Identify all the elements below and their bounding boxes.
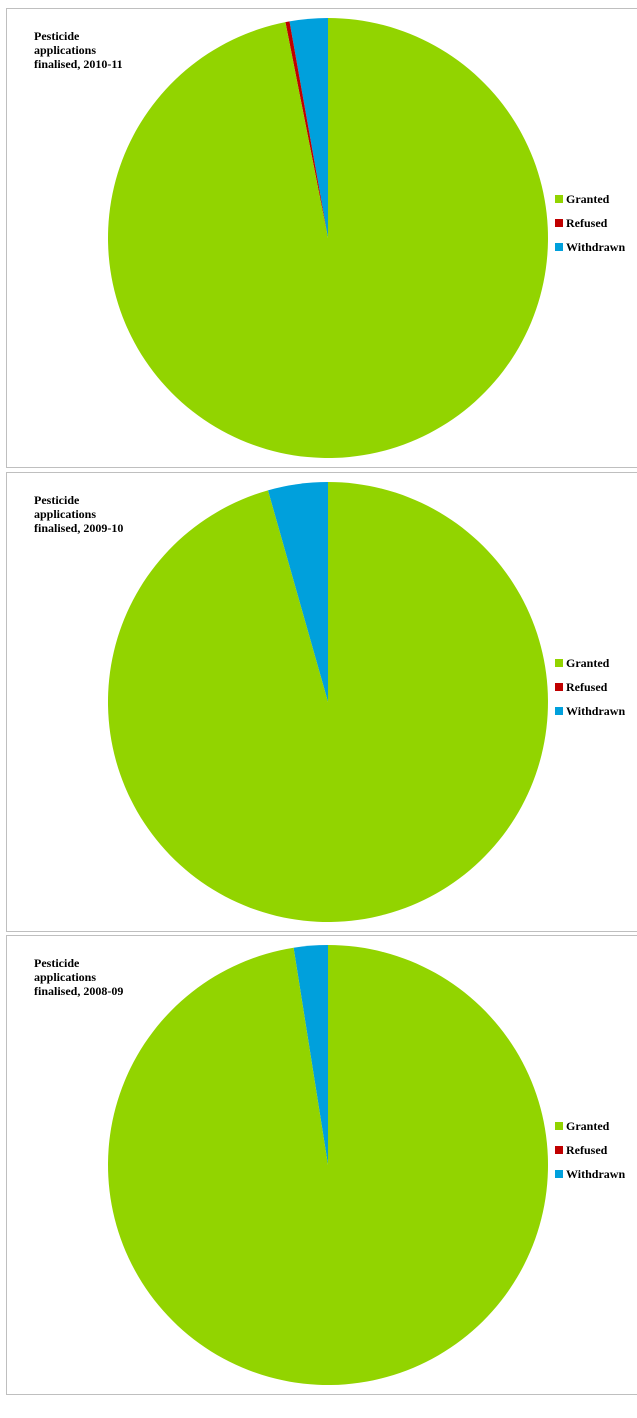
pie-chart-2010-11 xyxy=(108,18,549,459)
pie-slice-withdrawn xyxy=(289,18,328,238)
legend-label: Granted xyxy=(566,656,610,670)
legend-swatch-refused xyxy=(555,683,563,691)
legend-label: Withdrawn xyxy=(566,704,626,718)
chart-title-line: finalised, 2010-11 xyxy=(34,57,123,71)
legend-item-granted: Granted xyxy=(555,1118,625,1142)
pie-chart-2009-10 xyxy=(107,482,548,922)
pie-chart-2008-09 xyxy=(108,945,549,1385)
legend-item-withdrawn: Withdrawn xyxy=(555,239,625,263)
legend-label: Granted xyxy=(566,1119,610,1133)
chart-title: Pesticide applications finalised, 2008-0… xyxy=(34,956,184,998)
legend-item-granted: Granted xyxy=(555,655,625,679)
legend-swatch-refused xyxy=(555,219,563,227)
pie-slice-withdrawn xyxy=(293,945,328,1165)
chart-title-line: applications xyxy=(34,970,97,984)
legend-label: Refused xyxy=(566,1143,608,1157)
legend-swatch-granted xyxy=(555,195,563,203)
chart-legend: Granted Refused Withdrawn xyxy=(555,1118,625,1190)
chart-panel-2010-11: Pesticide applications finalised, 2010-1… xyxy=(6,8,637,468)
legend-label: Withdrawn xyxy=(566,1167,626,1181)
legend-label: Withdrawn xyxy=(566,240,626,254)
chart-title-line: Pesticide xyxy=(34,493,80,507)
chart-title: Pesticide applications finalised, 2010-1… xyxy=(34,29,184,71)
pie-slice-granted xyxy=(107,482,548,922)
chart-title-line: applications xyxy=(34,507,97,521)
legend-item-refused: Refused xyxy=(555,215,625,239)
legend-label: Refused xyxy=(566,216,608,230)
legend-swatch-withdrawn xyxy=(555,243,563,251)
legend-swatch-withdrawn xyxy=(555,1170,563,1178)
legend-label: Refused xyxy=(566,680,608,694)
legend-swatch-granted xyxy=(555,1122,563,1130)
legend-item-withdrawn: Withdrawn xyxy=(555,1166,625,1190)
chart-legend: Granted Refused Withdrawn xyxy=(555,655,625,727)
pie-slice-withdrawn xyxy=(267,482,328,702)
pie-slice-granted xyxy=(108,945,549,1385)
chart-title-line: Pesticide xyxy=(34,29,80,43)
chart-title-line: finalised, 2008-09 xyxy=(34,984,124,998)
chart-title-line: finalised, 2009-10 xyxy=(34,521,124,535)
chart-legend: Granted Refused Withdrawn xyxy=(555,191,625,263)
pie-slice-granted xyxy=(108,18,549,459)
legend-swatch-withdrawn xyxy=(555,707,563,715)
legend-swatch-granted xyxy=(555,659,563,667)
chart-panel-2009-10: Pesticide applications finalised, 2009-1… xyxy=(6,472,637,932)
legend-item-refused: Refused xyxy=(555,1142,625,1166)
chart-panel-2008-09: Pesticide applications finalised, 2008-0… xyxy=(6,935,637,1395)
legend-label: Granted xyxy=(566,192,610,206)
legend-item-withdrawn: Withdrawn xyxy=(555,703,625,727)
chart-title-line: applications xyxy=(34,43,97,57)
pie-slice-refused xyxy=(285,21,328,239)
legend-swatch-refused xyxy=(555,1146,563,1154)
chart-title-line: Pesticide xyxy=(34,956,80,970)
chart-title: Pesticide applications finalised, 2009-1… xyxy=(34,493,184,535)
legend-item-granted: Granted xyxy=(555,191,625,215)
legend-item-refused: Refused xyxy=(555,679,625,703)
